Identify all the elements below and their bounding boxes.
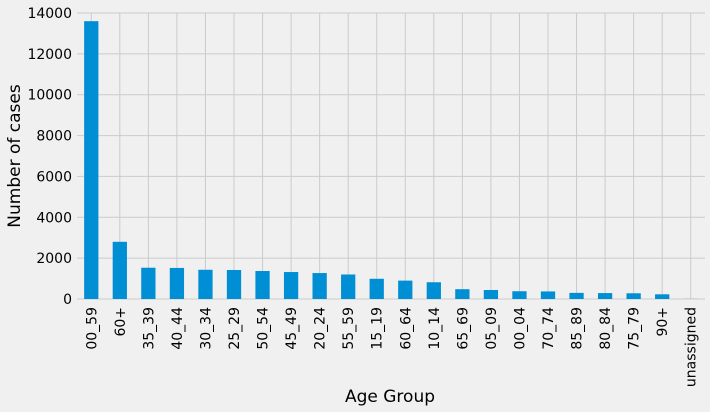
bar-85_89: [569, 292, 584, 299]
x-tick-label: 20_24: [313, 307, 329, 350]
x-tick-label: 90+: [655, 307, 671, 337]
x-tick-label: 00_04: [512, 307, 528, 350]
y-tick-labels: 0 2000 4000 6000 8000 10000 12000 14000: [27, 6, 72, 308]
y-tick-label: 12000: [27, 47, 72, 63]
x-tick-label: 55_59: [341, 307, 357, 350]
bar-25_29: [226, 269, 242, 299]
bar-35_39: [141, 267, 156, 299]
x-tick-label: 00_59: [84, 307, 100, 350]
x-tick-label: 85_89: [570, 307, 586, 350]
x-tick-label: 40_44: [170, 307, 186, 350]
bar-65_69: [455, 289, 470, 299]
y-tick-label: 2000: [36, 251, 72, 267]
bar-75_79: [626, 293, 641, 299]
y-tick-label: 14000: [27, 6, 72, 22]
bar-20_24: [312, 273, 327, 299]
bar-40_44: [169, 267, 185, 299]
y-tick-label: 10000: [27, 88, 72, 104]
bar-90+: [655, 294, 670, 299]
x-tick-label: 25_29: [227, 307, 243, 350]
bar-30_34: [198, 269, 213, 299]
bar-15_19: [369, 278, 384, 299]
x-tick-label: 45_49: [284, 307, 300, 350]
grid-layer: [77, 12, 705, 300]
x-tick-label: 15_19: [370, 307, 386, 350]
x-tick-label: 80_84: [598, 307, 614, 350]
bar-55_59: [341, 274, 356, 299]
bar-50_54: [255, 271, 270, 299]
x-tick-label: 65_69: [455, 307, 471, 350]
bar-80_84: [597, 293, 613, 299]
x-tick-label: 05_09: [484, 307, 500, 350]
x-axis-title: Age Group: [345, 387, 435, 407]
y-tick-label: 0: [63, 292, 72, 308]
bar-00_59: [84, 21, 99, 300]
x-tick-label: 50_54: [256, 307, 272, 350]
bar-60+: [112, 241, 127, 299]
bars-layer: [84, 21, 698, 300]
y-tick-label: 8000: [36, 129, 72, 145]
bar-60_64: [398, 280, 413, 299]
x-tick-label: 60+: [113, 307, 129, 337]
x-tick-labels: 00_59 60+ 35_39 40_44 30_34 25_29 50_54 45_49 20…: [84, 307, 699, 387]
y-tick-label: 6000: [36, 169, 72, 185]
bar-10_14: [426, 282, 441, 299]
y-tick-label: 4000: [36, 210, 72, 226]
x-tick-label: 75_79: [627, 307, 643, 350]
x-tick-label: 35_39: [141, 307, 157, 350]
bar-70_74: [540, 291, 556, 299]
bar-45_49: [283, 272, 299, 299]
x-tick-label: 60_64: [398, 307, 414, 350]
x-tick-label: 30_34: [198, 307, 214, 350]
bar-05_09: [483, 290, 499, 299]
x-tick-label: 10_14: [427, 307, 443, 350]
bar-00_04: [512, 291, 527, 299]
x-tick-label: unassigned: [684, 307, 700, 387]
x-tick-label: 70_74: [541, 307, 557, 350]
y-axis-title: Number of cases: [5, 84, 25, 228]
